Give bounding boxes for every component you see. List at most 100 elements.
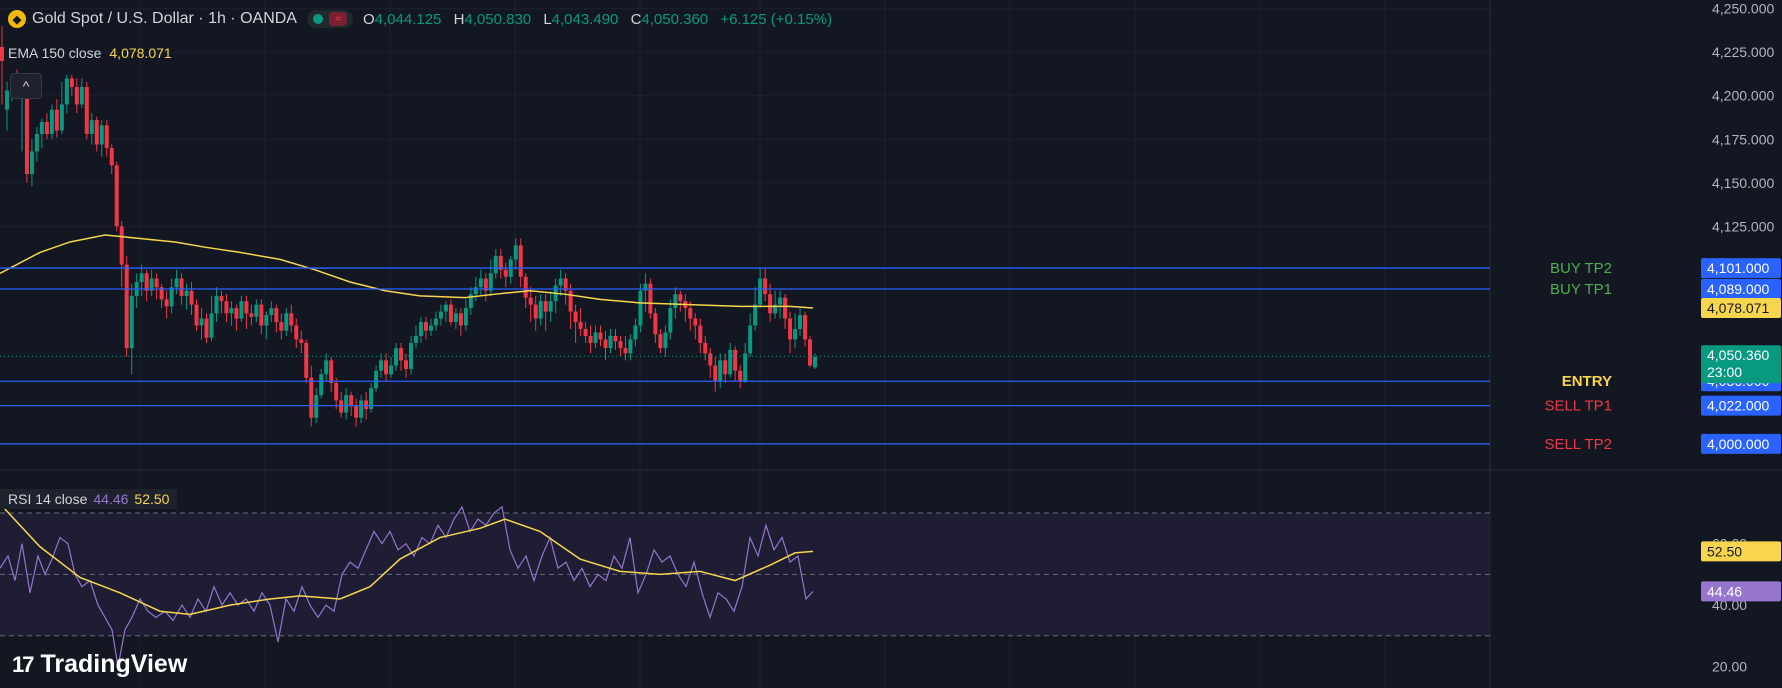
candle-body [433,318,438,326]
ema-legend[interactable]: EMA 150 close 4,078.071 [8,45,172,61]
last-price-badge [1701,345,1781,384]
candle-body [713,365,718,382]
candle-body [114,165,119,227]
candle-body [613,335,618,342]
candle-body [773,304,778,314]
candle-body [244,301,249,314]
ohlc-values: O4,044.125 H4,050.830 L4,043.490 C4,050.… [363,11,840,28]
ema-legend-label: EMA 150 close [8,45,102,61]
ohlc-low-key: L [543,10,552,28]
ohlc-close-key: C [630,10,642,28]
level-price-badge-text: 4,089.000 [1707,281,1769,297]
candle-body [59,104,64,131]
candle-body [783,297,788,319]
candle-body [748,325,753,354]
candle-body [149,278,154,291]
candle-body [438,311,443,319]
candle-body [169,287,174,307]
collapse-legend-button[interactable]: ^ [10,73,42,99]
candle-body [533,304,538,319]
candle-body [199,318,204,326]
candle-body [364,400,369,410]
candle-body [408,342,413,370]
candle-body [503,269,508,277]
symbol-title[interactable]: Gold Spot / U.S. Dollar · 1h · OANDA [32,10,297,27]
ema-price-badge-text: 4,078.071 [1707,300,1769,316]
candle-body [603,339,608,349]
candle-body [24,87,29,175]
tradingview-logo[interactable]: 17 TradingView [12,650,187,679]
rsi-band-fill [0,512,1490,636]
candle-body [653,313,658,335]
candle-body [618,341,623,349]
candle-body [249,313,254,317]
candle-body [698,325,703,343]
gold-coin-icon: ◆ [8,10,26,28]
candle-body [788,318,793,340]
candle-body [334,382,339,401]
ohlc-high-key: H [453,10,465,28]
candle-body [423,322,428,331]
candle-body [608,335,613,349]
candle-body [463,308,468,326]
candle-body [209,313,214,338]
candle-body [583,329,588,336]
candle-body [74,87,79,105]
candle-body [643,283,648,291]
candle-body [129,295,134,349]
market-open-dot-icon [312,14,323,24]
candle-body [623,348,628,354]
candle-body [478,278,483,288]
candle-body [234,308,239,319]
candle-body [69,78,74,88]
candle-body [324,360,329,375]
candle-body [758,278,763,305]
candle-body [264,315,269,326]
candle-body [94,120,99,145]
candle-body [793,329,798,340]
candle-body [389,365,394,375]
market-status-badge[interactable]: ≈ [306,10,353,28]
candle-body [518,245,523,277]
price-change: +6.125 (+0.15%) [720,10,833,28]
candle-body [49,109,54,135]
candle-body [349,395,354,406]
candle-body [394,348,399,366]
level-label-buy: BUY TP1 [1550,281,1612,298]
candle-body [239,301,244,319]
candle-body [279,322,284,331]
candle-body [483,278,488,291]
candle-body [633,325,638,340]
candle-body [224,301,229,314]
level-price-badge [1701,258,1781,279]
candle-body [144,273,149,291]
ema-150-line [0,234,814,309]
candle-body [64,78,69,105]
candle-body [304,342,309,378]
candle-body [573,311,578,323]
candle-body [219,295,224,302]
rsi-series-line [0,505,814,667]
candle-body [658,334,663,349]
candle-body [413,335,418,343]
rsi-ma-legend-value: 52.50 [134,491,170,507]
candle-body [354,405,359,418]
candle-body [34,134,39,152]
candle-body [54,109,59,131]
candle-body [339,400,344,413]
rsi-legend-label: RSI 14 close [8,491,88,507]
candle-body [184,290,189,296]
candle-body [379,360,384,371]
ohlc-open-key: O [362,10,375,28]
candle-body [374,370,379,389]
candle-body [598,332,603,340]
rsi-series-line [0,503,814,616]
candle-body [808,339,813,366]
candle-body [269,308,274,316]
candle-body [708,353,713,366]
candle-body [109,147,114,166]
candle-body [254,304,259,317]
candle-body [294,325,299,340]
rsi-legend[interactable]: RSI 14 close 44.46 52.50 [0,489,178,509]
